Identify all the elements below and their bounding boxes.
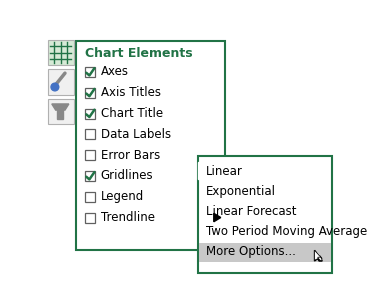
Polygon shape bbox=[197, 162, 203, 179]
Text: Chart Title: Chart Title bbox=[101, 107, 163, 120]
FancyBboxPatch shape bbox=[85, 129, 95, 139]
Text: Chart Elements: Chart Elements bbox=[85, 47, 193, 60]
FancyBboxPatch shape bbox=[199, 243, 331, 262]
FancyBboxPatch shape bbox=[48, 40, 73, 65]
Text: Axis Titles: Axis Titles bbox=[101, 86, 161, 99]
Text: Legend: Legend bbox=[101, 190, 144, 203]
Text: Two Period Moving Average: Two Period Moving Average bbox=[206, 225, 367, 238]
Polygon shape bbox=[315, 250, 322, 261]
Text: Data Labels: Data Labels bbox=[101, 128, 171, 141]
FancyBboxPatch shape bbox=[85, 67, 95, 77]
Text: Linear Forecast: Linear Forecast bbox=[206, 205, 296, 218]
FancyBboxPatch shape bbox=[76, 41, 224, 250]
Polygon shape bbox=[57, 110, 63, 119]
Polygon shape bbox=[318, 257, 322, 260]
FancyBboxPatch shape bbox=[85, 213, 95, 222]
FancyBboxPatch shape bbox=[85, 171, 95, 181]
FancyBboxPatch shape bbox=[85, 88, 95, 98]
Text: Axes: Axes bbox=[101, 66, 129, 79]
Text: Gridlines: Gridlines bbox=[101, 169, 153, 182]
FancyBboxPatch shape bbox=[198, 156, 332, 274]
FancyBboxPatch shape bbox=[85, 150, 95, 160]
Circle shape bbox=[51, 83, 59, 91]
Polygon shape bbox=[315, 250, 321, 260]
FancyBboxPatch shape bbox=[48, 69, 73, 95]
Polygon shape bbox=[214, 213, 221, 222]
Text: Error Bars: Error Bars bbox=[101, 149, 160, 162]
FancyBboxPatch shape bbox=[85, 108, 95, 119]
FancyBboxPatch shape bbox=[85, 192, 95, 202]
Text: Trendline: Trendline bbox=[101, 211, 155, 224]
Text: Linear: Linear bbox=[206, 165, 243, 178]
Polygon shape bbox=[52, 104, 69, 110]
Text: More Options...: More Options... bbox=[206, 245, 296, 258]
Text: Exponential: Exponential bbox=[206, 185, 276, 198]
FancyBboxPatch shape bbox=[48, 99, 73, 124]
